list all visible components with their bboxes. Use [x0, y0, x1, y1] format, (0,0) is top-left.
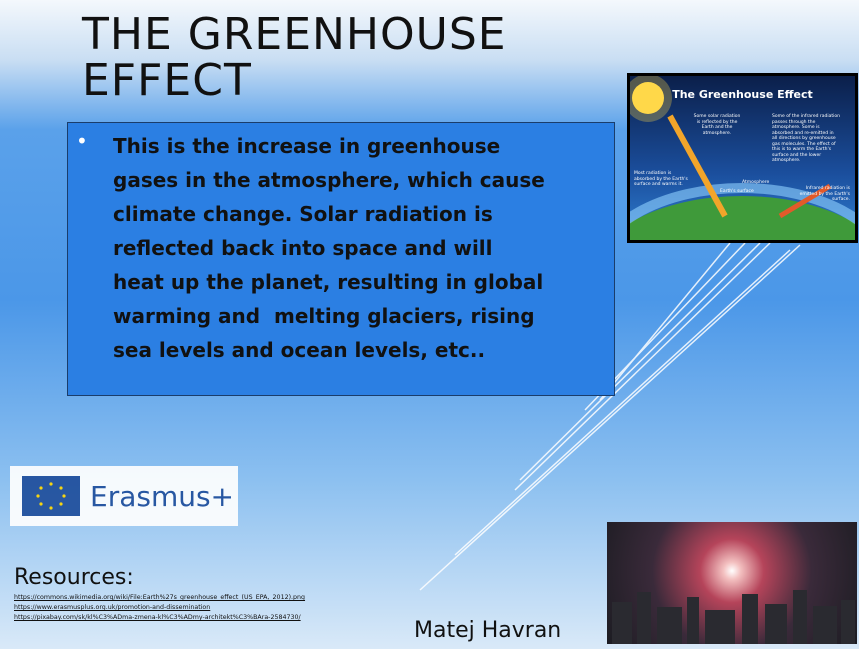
diagram-title: The Greenhouse Effect: [630, 88, 855, 101]
resources-heading: Resources:: [14, 565, 134, 590]
resource-links: https://commons.wikimedia.org/wiki/File:…: [14, 593, 305, 623]
title-line: EFFECT: [82, 58, 507, 104]
diagram-label: Earth's surface: [720, 189, 754, 195]
resource-link: https://www.erasmusplus.org.uk/promotion…: [14, 603, 305, 613]
resource-link: https://pixabay.com/sk/kl%C3%ADma-zmena-…: [14, 613, 305, 623]
eu-flag: [22, 476, 80, 516]
body-line: climate change. Solar radiation is: [113, 197, 545, 231]
body-line: reflected back into space and will: [113, 231, 545, 265]
title-line: THE GREENHOUSE: [82, 12, 507, 58]
title: THE GREENHOUSE EFFECT: [82, 12, 507, 104]
diagram-image: The Greenhouse Effect Some solar radiati…: [627, 73, 858, 243]
skyline: [607, 522, 857, 644]
diagram-label: Most radiation is absorbed by the Earth'…: [634, 171, 689, 188]
body-line: This is the increase in greenhouse: [113, 129, 545, 163]
diagram-label: Atmosphere: [742, 180, 769, 186]
diagram-label: Some solar radiation is reflected by the…: [692, 114, 742, 136]
author: Matej Havran: [414, 618, 561, 643]
body-line: gases in the atmosphere, which cause: [113, 163, 545, 197]
slide: THE GREENHOUSE EFFECT • This is the incr…: [0, 0, 859, 649]
diagram-label: Infrared radiation is emitted by the Ear…: [795, 186, 850, 203]
body-line: heat up the planet, resulting in global: [113, 265, 545, 299]
city-photo: [607, 522, 857, 644]
diagram-label: Some of the infrared radiation passes th…: [772, 114, 840, 164]
erasmus-logo: Erasmus+: [10, 466, 238, 526]
bullet: •: [76, 129, 88, 153]
logo-text: Erasmus+: [90, 480, 234, 513]
body-line: warming and melting glaciers, rising: [113, 299, 545, 333]
resource-link: https://commons.wikimedia.org/wiki/File:…: [14, 593, 305, 603]
body-line: sea levels and ocean levels, etc..: [113, 333, 545, 367]
